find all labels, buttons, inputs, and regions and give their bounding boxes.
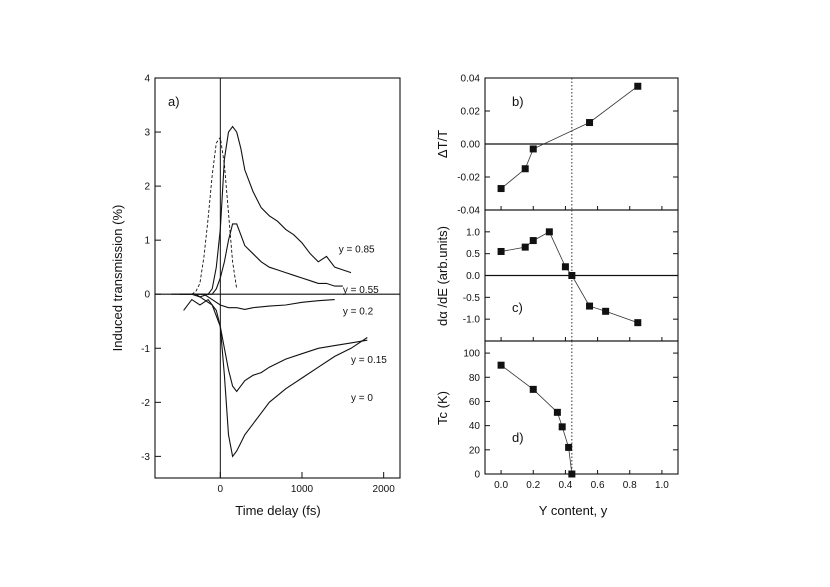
panel-a-label: a): [168, 94, 180, 109]
panel-d-ytick-label: 40: [469, 421, 481, 432]
panel-c-point: [634, 319, 642, 327]
panel-d-point: [568, 470, 576, 478]
panel-c-ytick-label: -1.0: [463, 315, 481, 326]
panel-c-point: [497, 247, 505, 255]
panel-d-ytick-label: 0: [474, 470, 480, 481]
panel-b-marks: -0.04 -0.02 0.00 0.02 0.04: [457, 74, 678, 217]
panel-d-marks: 0 20 40 60 80 100 0.0 0.2 0.4 0.6 0.8 1.0: [463, 341, 678, 491]
panel-d-ytick-label: 60: [469, 397, 481, 408]
panel-a-ytick-label: -3: [141, 452, 150, 463]
panel-a-series-pulse: [191, 136, 238, 295]
panel-a-series-3: [183, 298, 368, 393]
panel-c-point: [561, 263, 569, 271]
panel-c-point: [529, 237, 537, 245]
panel-a-ytick-label: 3: [144, 128, 150, 139]
panel-d-point: [497, 361, 505, 369]
panel-d-xtick-label: 1.0: [655, 480, 669, 491]
panel-c-ytick-label: 0.5: [466, 249, 480, 260]
panel-c-point: [545, 228, 553, 236]
panel-d-point: [529, 385, 537, 393]
panel-d-ytick-label: 20: [469, 445, 481, 456]
panel-b-ylabel: ΔT/T: [435, 130, 450, 158]
panel-b-point: [497, 185, 505, 193]
panel-d-label: d): [512, 430, 524, 445]
panel-d-xtick-label: 0.6: [591, 480, 605, 491]
panel-a-ytick-label: 0: [144, 290, 150, 301]
panel-d-plot: 0 20 40 60 80 100 0.0 0.2 0.4 0.6 0.8 1.0 d) Tc (K)…: [435, 340, 679, 518]
panel-a-series-label: y = 0.15: [351, 355, 387, 366]
panel-a-ylabel: Induced transmission (%): [110, 205, 125, 352]
panel-b-plot: -0.04 -0.02 0.00 0.02 0.04 b) ΔT/T: [435, 74, 679, 217]
panel-a-series-label: y = 0: [351, 393, 373, 404]
panel-a-xtick-label: 1000: [291, 484, 314, 495]
panel-a-series-2: [171, 293, 335, 310]
panel-d-xtick-label: 0.8: [623, 480, 637, 491]
panel-c-point: [521, 243, 529, 251]
panel-d-connector: [500, 364, 573, 475]
panel-b-ytick-label: -0.04: [457, 206, 480, 217]
panel-a-ytick-label: 4: [144, 74, 150, 85]
panel-a-ticks: -3 -2 -1 0 1 2 3 4 0 1000 2000: [141, 74, 400, 495]
panel-d-frame: [484, 340, 679, 475]
panel-a-series-label: y = 0.55: [343, 285, 379, 296]
panel-b-point: [634, 82, 642, 90]
panel-b-point: [521, 165, 529, 173]
panel-c-point: [586, 302, 594, 310]
panel-a-series-0: [179, 125, 352, 298]
panel-b-ytick-label: 0.02: [461, 107, 481, 118]
panel-d-ytick-label: 100: [463, 349, 480, 360]
panel-a-series-4: [195, 293, 368, 458]
panel-c-marks: -1.0 -0.5 0.0 0.5 1.0: [463, 210, 678, 341]
panel-a-xtick-label: 2000: [373, 484, 396, 495]
panel-d-ytick-label: 80: [469, 373, 481, 384]
panel-d-point: [565, 443, 573, 451]
panel-a-ytick-label: -2: [141, 398, 150, 409]
panel-d-xlabel: Y content, y: [539, 503, 608, 518]
panel-a-ytick-label: 2: [144, 182, 150, 193]
panel-a-xlabel: Time delay (fs): [235, 503, 320, 518]
panel-c-point: [568, 272, 576, 279]
panel-b-ytick-label: 0.00: [461, 140, 481, 151]
panel-d-point: [553, 408, 561, 416]
panel-c-point: [602, 307, 610, 315]
panel-c-ylabel: dα /dE (arb.units): [435, 226, 450, 326]
panel-b-label: b): [512, 94, 524, 109]
panel-c-ytick-label: -0.5: [463, 293, 481, 304]
panel-d-xtick-label: 0.2: [526, 480, 540, 491]
panel-a-series: y = 0.85 y = 0.55 y = 0.2 y = 0.15 y = 0: [171, 125, 387, 458]
panel-d-ylabel: Tc (K): [435, 391, 450, 425]
panel-a-series-1: [179, 223, 343, 295]
panel-a-ytick-label: 1: [144, 236, 150, 247]
panel-b-point: [529, 145, 537, 153]
panel-a-frame: [154, 77, 401, 479]
panel-a-series-label: y = 0.2: [343, 306, 374, 317]
panel-a-ytick-label: -1: [141, 344, 150, 355]
panel-c-ytick-label: 0.0: [466, 271, 480, 282]
panel-b-ytick-label: -0.02: [457, 173, 480, 184]
panel-b-point: [586, 119, 594, 127]
panel-c-plot: -1.0 -0.5 0.0 0.5 1.0 c) dα /dE (arb.units): [435, 209, 679, 342]
panel-d-xtick-label: 0.4: [558, 480, 572, 491]
panel-d-point: [558, 423, 566, 431]
panel-a-series-label: y = 0.85: [339, 244, 375, 255]
panel-c-ytick-label: 1.0: [466, 227, 480, 238]
panel-d-xtick-label: 0.0: [494, 480, 508, 491]
panel-b-ytick-label: 0.04: [461, 74, 481, 85]
panel-c-label: c): [512, 300, 523, 315]
panel-a-xtick-label: 0: [218, 484, 224, 495]
